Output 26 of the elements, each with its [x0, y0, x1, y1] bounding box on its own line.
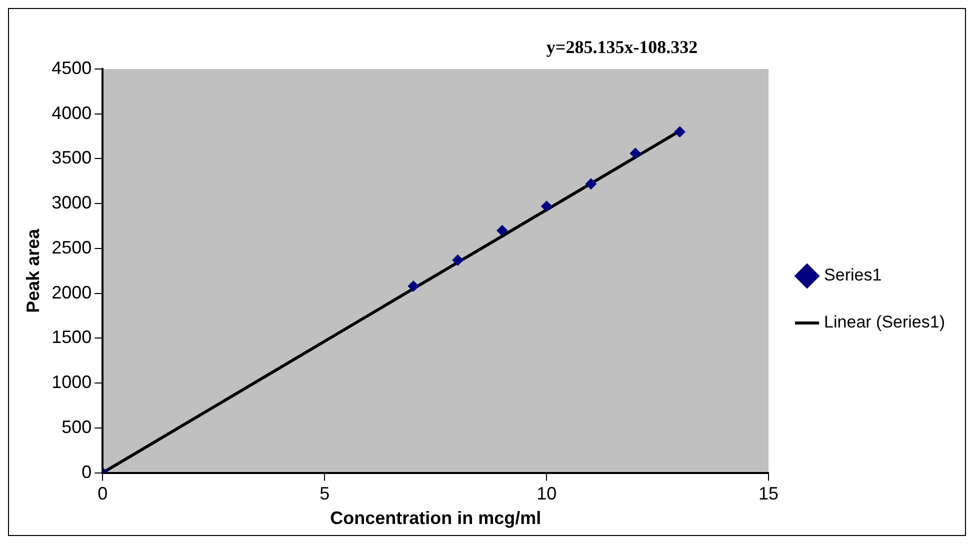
legend-label: Linear (Series1): [824, 312, 946, 332]
y-tick-label: 500: [62, 416, 92, 437]
point: [585, 178, 596, 190]
point: [674, 126, 686, 138]
y-tick-label: 2000: [52, 282, 92, 302]
point: [408, 280, 419, 292]
y-tick-label: 4500: [52, 58, 92, 78]
y-tick-label: 0: [82, 462, 92, 482]
point: [541, 200, 552, 212]
y-tick-label: 3000: [52, 192, 92, 213]
point: [630, 148, 641, 159]
y-tick-label: 4000: [52, 102, 92, 123]
point: [452, 254, 464, 266]
x-tick-label: 10: [536, 484, 557, 504]
y-axis-title: Peak area: [22, 228, 43, 313]
legend-label: Series1: [824, 266, 882, 285]
y-tick-label: 2500: [52, 237, 92, 258]
x-tick-label: 0: [98, 484, 108, 504]
y-tick-label: 3500: [52, 148, 92, 168]
x-axis-title: Concentration in mcg/ml: [330, 508, 542, 528]
y-tick-label: 1500: [52, 327, 92, 348]
y-tick-label: 1000: [52, 372, 92, 392]
point: [496, 225, 508, 236]
x-tick-label: 15: [758, 484, 779, 504]
x-tick-label: 5: [320, 484, 330, 504]
text: y=285.135x-108.332: [546, 37, 698, 57]
